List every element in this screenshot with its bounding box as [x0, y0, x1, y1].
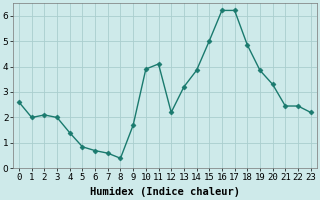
- X-axis label: Humidex (Indice chaleur): Humidex (Indice chaleur): [90, 187, 240, 197]
